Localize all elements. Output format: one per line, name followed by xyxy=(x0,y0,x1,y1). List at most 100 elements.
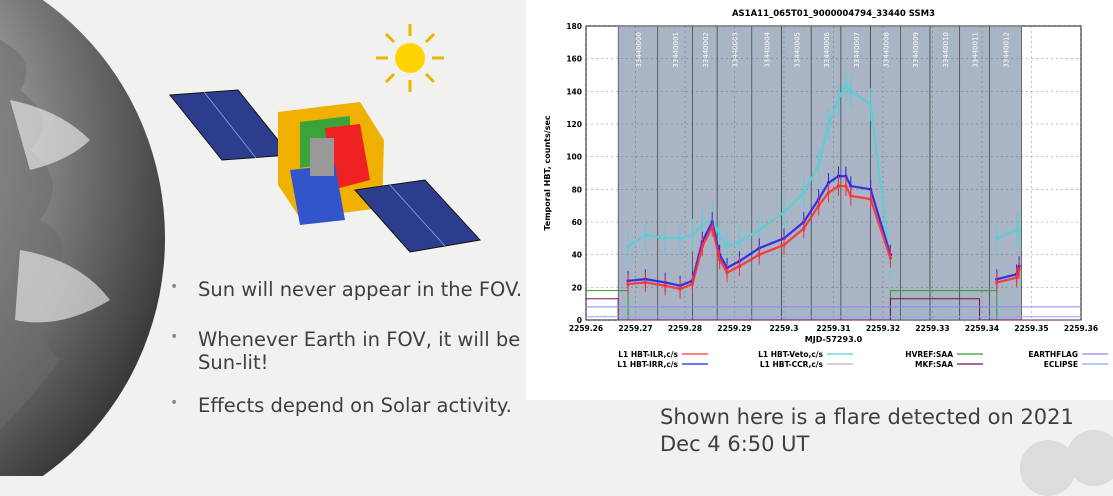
data-point xyxy=(700,244,704,249)
data-point xyxy=(869,197,873,201)
data-point xyxy=(844,184,848,188)
bullet-list: • Sun will never appear in the FOV. • When… xyxy=(168,278,618,417)
earth-image xyxy=(0,0,165,476)
bullet-text: Effects depend on Solar activity. xyxy=(198,394,512,417)
y-tick-label: 180 xyxy=(566,22,582,31)
orbit-band xyxy=(810,25,842,321)
data-point xyxy=(782,243,786,247)
orbit-label: 33440007 xyxy=(853,32,861,68)
orbit-band xyxy=(870,25,901,321)
x-tick-label: 2259.34 xyxy=(965,324,999,333)
data-point xyxy=(849,184,853,188)
y-tick-label: 160 xyxy=(566,55,582,64)
x-tick-label: 2259.26 xyxy=(569,324,603,333)
orbit-label: 33440009 xyxy=(912,32,920,68)
data-point xyxy=(1015,275,1019,280)
data-point xyxy=(718,233,722,237)
y-tick-label: 140 xyxy=(566,87,582,96)
data-point xyxy=(626,282,630,286)
legend-label: L1 HBT-IRR,c/s xyxy=(617,360,678,369)
x-tick-label: 2259.29 xyxy=(717,324,751,333)
data-point xyxy=(725,271,729,275)
y-tick-label: 60 xyxy=(572,218,582,227)
y-axis-label: Temporal HBT, counts/sec xyxy=(543,115,552,231)
data-point xyxy=(888,256,893,260)
data-point xyxy=(626,244,630,249)
orbit-label: 33440008 xyxy=(882,32,890,68)
y-tick-label: 0 xyxy=(577,316,582,325)
decor-circle xyxy=(1066,430,1113,486)
data-point xyxy=(802,226,806,231)
x-tick-label: 2259.31 xyxy=(816,324,850,333)
x-tick-label: 2259.3 xyxy=(770,324,799,333)
series-line xyxy=(627,82,892,263)
solar-panel-right-icon xyxy=(354,179,481,253)
data-point xyxy=(849,194,853,198)
x-tick-label: 2259.36 xyxy=(1064,324,1098,333)
y-tick-label: 100 xyxy=(566,153,582,162)
orbit-band xyxy=(959,25,990,321)
legend-label: ECLIPSE xyxy=(1044,360,1078,369)
data-point xyxy=(700,223,704,227)
bullet-text: Sun will never appear in the FOV. xyxy=(198,278,523,301)
orbit-label: 33440012 xyxy=(1003,32,1011,68)
data-point xyxy=(826,181,831,185)
data-point xyxy=(678,236,682,240)
data-point xyxy=(1015,228,1019,232)
data-point xyxy=(725,244,729,249)
y-tick-label: 40 xyxy=(572,251,582,260)
spacecraft-body-icon xyxy=(278,102,384,225)
x-tick-label: 2259.27 xyxy=(618,324,652,333)
data-point xyxy=(995,280,999,285)
legend-label: EARTHFLAG xyxy=(1028,350,1078,359)
orbit-label: 33440005 xyxy=(793,32,801,68)
x-tick-label: 2259.33 xyxy=(915,324,949,333)
y-tick-label: 80 xyxy=(572,185,582,194)
bullet-item: • Sun will never appear in the FOV. xyxy=(168,278,558,301)
legend-label: MKF:SAA xyxy=(915,360,953,369)
data-point xyxy=(836,97,841,102)
bullet-item: • Whenever Earth in FOV, it will be Sun-l… xyxy=(168,328,558,374)
x-axis-label: MJD-57293.0 xyxy=(805,335,863,344)
data-point xyxy=(826,191,831,195)
data-point xyxy=(995,236,999,240)
caption-text: Shown here is a flare detected on 2021 D… xyxy=(660,405,1074,456)
x-tick-label: 2259.35 xyxy=(1014,324,1048,333)
y-tick-label: 120 xyxy=(566,120,582,129)
data-point xyxy=(737,264,742,268)
orbit-band xyxy=(751,25,782,321)
data-point xyxy=(1017,267,1021,271)
data-point xyxy=(757,228,761,232)
data-point xyxy=(1017,228,1021,232)
data-point xyxy=(710,225,714,229)
data-point xyxy=(826,122,831,126)
data-point xyxy=(643,233,647,237)
orbit-label: 33440002 xyxy=(702,32,710,68)
legend-label: L1 HBT-ILR,c/s xyxy=(618,350,678,359)
flare-lightcurve-chart: 33440000 33440001 33440002 33440003 33440004… xyxy=(526,0,1113,400)
orbit-label: 33440004 xyxy=(764,31,772,67)
bullet-icon: • xyxy=(170,329,179,345)
y-tick-label: 20 xyxy=(572,283,582,292)
x-tick-label: 2259.32 xyxy=(866,324,900,333)
data-point xyxy=(663,236,667,240)
bullet-icon: • xyxy=(170,395,179,411)
data-point xyxy=(802,191,806,195)
bullet-item: • Effects depend on Solar activity. xyxy=(168,394,618,417)
orbit-label: 33440001 xyxy=(672,32,680,68)
orbit-label: 33440011 xyxy=(972,32,980,68)
orbit-band xyxy=(657,25,693,321)
x-tick-label: 2259.28 xyxy=(668,324,702,333)
satellite-illustration xyxy=(169,24,481,253)
data-point xyxy=(817,163,821,167)
data-point xyxy=(817,204,821,208)
orbit-band xyxy=(692,25,718,321)
data-point xyxy=(782,210,786,214)
orbit-band xyxy=(900,25,931,321)
data-point xyxy=(849,89,853,93)
orbit-label: 33440000 xyxy=(635,32,643,68)
legend-label: L1 HBT-CCR,c/s xyxy=(760,360,824,369)
data-point xyxy=(690,282,695,286)
data-point xyxy=(718,257,722,262)
data-point xyxy=(844,83,848,87)
